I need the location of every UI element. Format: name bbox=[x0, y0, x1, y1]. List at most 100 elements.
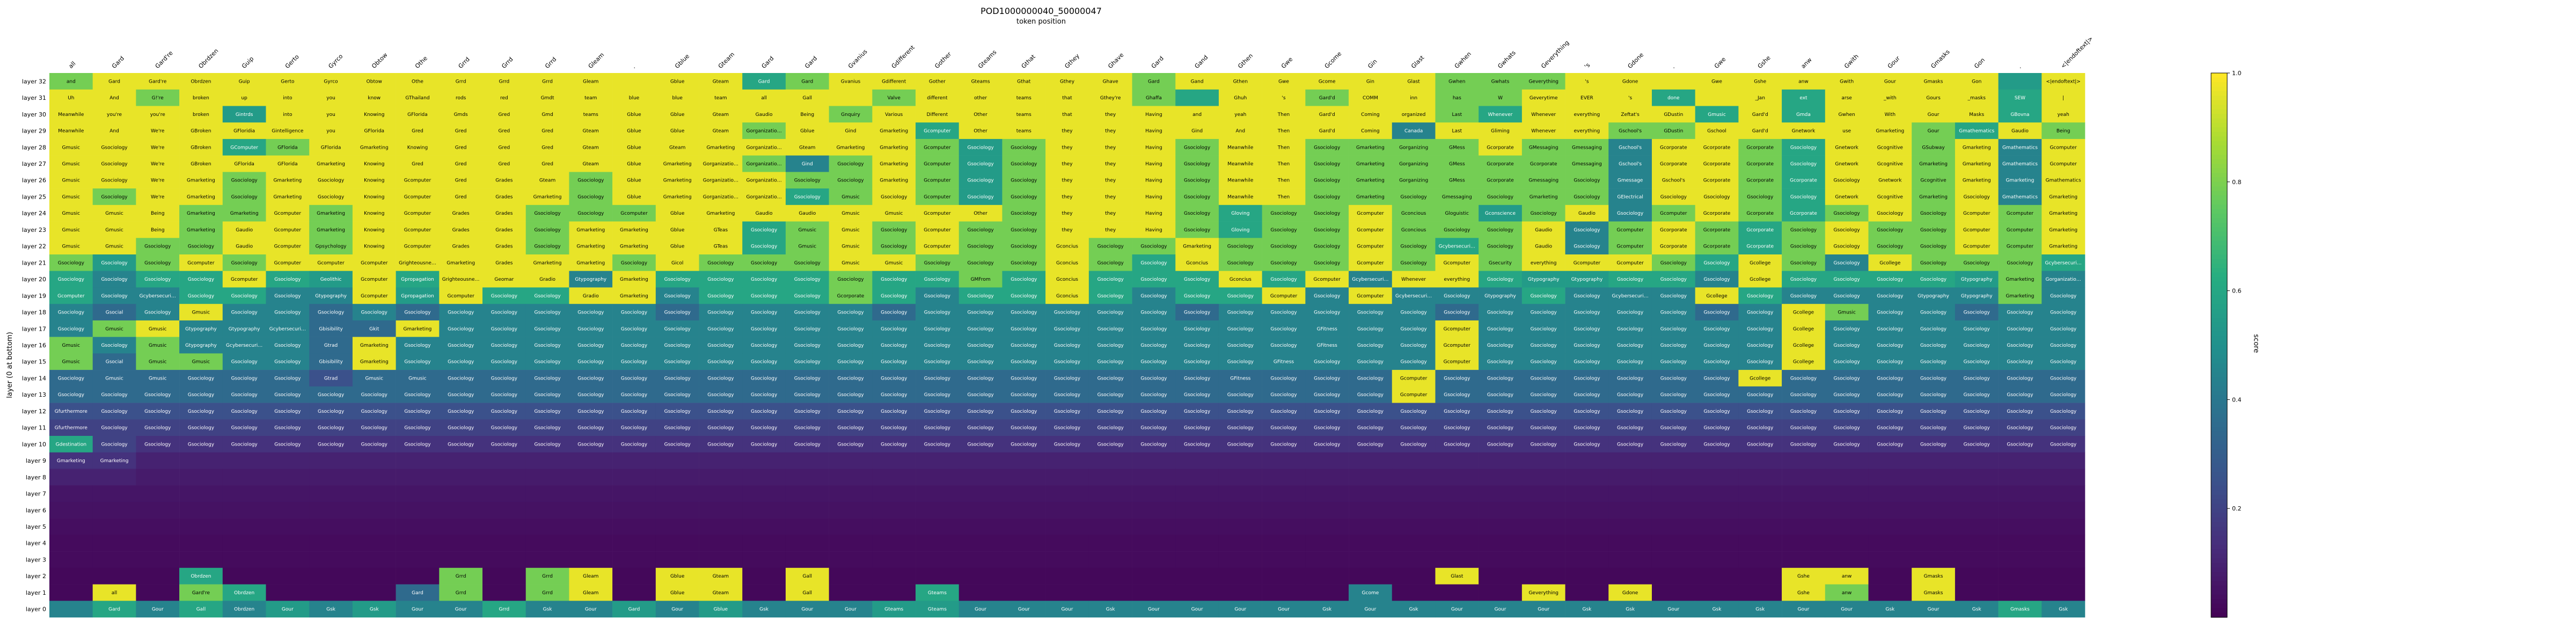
colorbar-swatch bbox=[2211, 368, 2227, 373]
heatmap-cell bbox=[136, 584, 180, 601]
heatmap-cell bbox=[1132, 601, 1176, 618]
cell-label: Gsociology bbox=[1487, 310, 1514, 316]
cell-label: Other bbox=[974, 112, 987, 118]
heatmap-cell bbox=[1955, 205, 1999, 222]
cell-label: Gtrad bbox=[324, 376, 338, 381]
cell-label: Gcomputer bbox=[2050, 162, 2077, 167]
cell-label: Gsociology bbox=[1184, 162, 1211, 167]
y-tick-label: layer 21 bbox=[22, 259, 46, 266]
colorbar-swatch bbox=[2211, 181, 2227, 187]
heatmap-cell bbox=[136, 370, 180, 387]
heatmap-cell bbox=[1002, 452, 1046, 469]
heatmap-cell bbox=[1349, 106, 1393, 123]
cell-label: Gcomputer bbox=[1660, 211, 1687, 216]
colorbar-swatch bbox=[2211, 581, 2227, 586]
heatmap-cell bbox=[612, 535, 656, 552]
heatmap-cell bbox=[49, 138, 93, 156]
y-tick-label: layer 28 bbox=[22, 144, 46, 151]
cell-label: Gcybersecuri… bbox=[1439, 244, 1475, 250]
heatmap-cell bbox=[1175, 155, 1219, 172]
heatmap-cell bbox=[785, 518, 829, 535]
heatmap-cell bbox=[872, 205, 916, 222]
cell-label: Gall bbox=[196, 607, 206, 612]
cell-label: Gcomputer bbox=[1616, 228, 1644, 233]
heatmap-cell bbox=[1349, 584, 1393, 601]
heatmap-cell bbox=[785, 155, 829, 172]
cell-label: Gsociology bbox=[231, 442, 258, 447]
cell-label: Gcomputer bbox=[1444, 343, 1471, 348]
heatmap-cell bbox=[916, 535, 960, 552]
heatmap-cell bbox=[1868, 172, 1912, 189]
cell-label: Gsociology bbox=[1011, 376, 1037, 381]
cell-label: Gsociology bbox=[1401, 442, 1428, 447]
heatmap-cell bbox=[1825, 205, 1869, 222]
cell-label: Gsociology bbox=[1920, 426, 1947, 431]
cell-label: Gsociology bbox=[318, 178, 345, 184]
heatmap-cell bbox=[742, 485, 786, 502]
heatmap-cell bbox=[266, 172, 310, 189]
cell-label: Gsociology bbox=[274, 409, 301, 414]
colorbar-swatch bbox=[2211, 563, 2227, 568]
cell-label: Gsociology bbox=[534, 376, 561, 381]
colorbar-swatch bbox=[2211, 263, 2227, 268]
y-tick-label: layer 14 bbox=[22, 375, 46, 382]
heatmap-cell bbox=[2041, 567, 2085, 585]
heatmap-cell bbox=[1565, 287, 1609, 304]
heatmap-cell bbox=[699, 122, 743, 140]
cell-label: Gour bbox=[1148, 607, 1160, 612]
heatmap-cell bbox=[1782, 485, 1826, 502]
cell-label: Meanwhile bbox=[1227, 162, 1254, 167]
cell-label: Gblue bbox=[670, 79, 685, 84]
heatmap-cell bbox=[916, 353, 960, 370]
heatmap-cell bbox=[179, 403, 223, 420]
heatmap-cell bbox=[655, 106, 699, 123]
heatmap-cell bbox=[1738, 320, 1782, 337]
heatmap-cell bbox=[699, 304, 743, 321]
heatmap-cell bbox=[1349, 436, 1393, 453]
cell-label: Gred bbox=[455, 194, 467, 200]
cell-label: Grades bbox=[495, 244, 513, 250]
heatmap-cell bbox=[699, 287, 743, 304]
cell-label: Gsociology bbox=[1790, 145, 1817, 150]
cell-label: Gsociology bbox=[968, 343, 994, 348]
cell-label: Grades bbox=[495, 260, 513, 266]
heatmap-cell bbox=[829, 601, 873, 618]
cell-label: Gcomputer bbox=[317, 260, 345, 266]
cell-label: Ghave bbox=[1103, 79, 1119, 84]
cell-label: Having bbox=[1145, 162, 1162, 167]
heatmap-cell bbox=[1218, 485, 1262, 502]
heatmap-cell bbox=[1479, 419, 1523, 436]
cell-label: Grrd bbox=[542, 574, 553, 579]
chart-subtitle: token position bbox=[1016, 18, 1066, 26]
heatmap-cell bbox=[1825, 287, 1869, 304]
heatmap-cell bbox=[785, 254, 829, 272]
cell-label: Gmarketing bbox=[837, 145, 865, 150]
heatmap-cell bbox=[525, 89, 569, 106]
cell-label: Gsociology bbox=[1011, 277, 1037, 282]
heatmap-cell bbox=[1695, 271, 1739, 288]
cell-label: Gsociology bbox=[1227, 294, 1254, 299]
colorbar-swatch bbox=[2211, 322, 2227, 327]
heatmap-cell bbox=[309, 353, 353, 370]
heatmap-cell bbox=[49, 337, 93, 354]
heatmap-cell bbox=[958, 73, 1002, 90]
heatmap-cell bbox=[742, 567, 786, 585]
cell-label: Gmarketing bbox=[1529, 194, 1558, 200]
cell-label: Gmarketing bbox=[620, 228, 648, 233]
heatmap-cell bbox=[1392, 601, 1436, 618]
heatmap-cell bbox=[655, 254, 699, 272]
cell-label: Gcorporate bbox=[1660, 162, 1687, 167]
heatmap-cell bbox=[612, 89, 656, 106]
cell-label: Gsociology bbox=[968, 376, 994, 381]
heatmap-cell bbox=[1608, 188, 1652, 206]
cell-label: Gconcius bbox=[1230, 277, 1252, 282]
heatmap-cell bbox=[439, 238, 483, 255]
heatmap-cell bbox=[309, 205, 353, 222]
heatmap-cell bbox=[1305, 238, 1349, 255]
cell-label: Gmarketing bbox=[1963, 162, 1991, 167]
heatmap-cell bbox=[1695, 353, 1739, 370]
cell-label: Gsociology bbox=[1877, 326, 1904, 332]
heatmap-cell bbox=[1175, 172, 1219, 189]
cell-label: Gsociology bbox=[968, 442, 994, 447]
heatmap-cell bbox=[1305, 584, 1349, 601]
